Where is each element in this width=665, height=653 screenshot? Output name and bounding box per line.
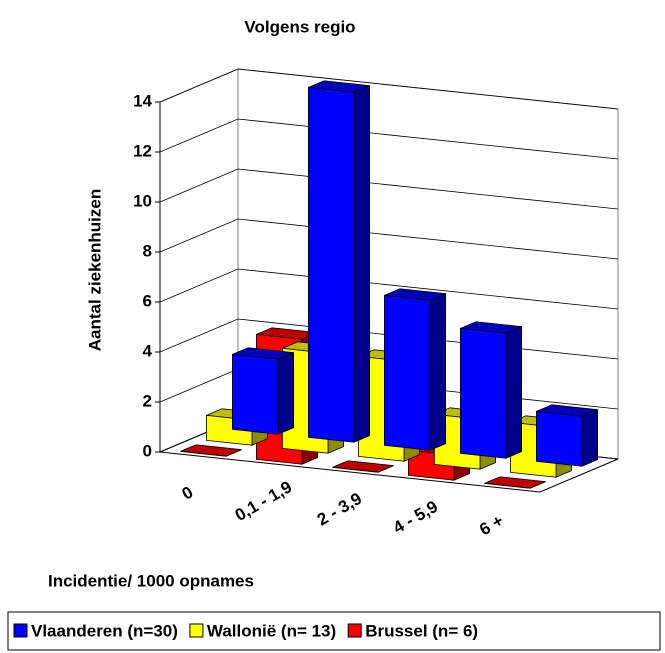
- bar-side: [429, 292, 447, 451]
- y-tick-label: 8: [143, 241, 152, 260]
- bar-side: [277, 351, 295, 435]
- x-tick-label: 2 - 3,9: [314, 489, 365, 530]
- bar: [231, 347, 295, 435]
- x-tick-label: 0,1 - 1,9: [232, 477, 296, 525]
- bar: [383, 288, 447, 451]
- y-tick-label: 0: [143, 441, 152, 460]
- bar-front: [332, 467, 379, 473]
- bar-front: [383, 294, 431, 451]
- bar-side: [581, 408, 598, 467]
- x-tick-label: 4 - 5,9: [390, 497, 441, 538]
- bar-front: [459, 327, 507, 459]
- grid-line: [159, 218, 619, 260]
- legend-label: Vlaanderen (n=30): [31, 621, 178, 640]
- x-tick-label: 0: [179, 483, 197, 504]
- legend-swatch: [189, 623, 204, 638]
- y-axis-title: Aantal ziekenhuizen: [85, 189, 104, 351]
- legend-label: Wallonië (n= 13): [207, 621, 336, 640]
- legend-box: [7, 611, 661, 651]
- bar-front: [307, 86, 355, 443]
- side-wall: [159, 68, 239, 453]
- bar-side: [353, 84, 371, 443]
- bar: [536, 404, 598, 467]
- bar: [332, 460, 394, 473]
- x-tick-label: 6 +: [476, 511, 506, 540]
- y-tick-label: 4: [143, 341, 153, 360]
- bar: [180, 444, 242, 457]
- legend-swatch: [13, 623, 28, 638]
- bar-side: [505, 325, 522, 459]
- y-tick-label: 14: [133, 91, 152, 110]
- bar: [484, 476, 546, 489]
- grid-line: [159, 268, 619, 310]
- bar: [307, 80, 371, 443]
- bar: [459, 321, 522, 459]
- bar-front: [536, 410, 583, 467]
- chart-title: Volgens regio: [244, 17, 355, 36]
- y-tick-label: 12: [133, 141, 152, 160]
- grid-line: [159, 68, 619, 110]
- y-tick-label: 10: [133, 191, 152, 210]
- legend-label: Brussel (n= 6): [365, 621, 478, 640]
- bar-front: [180, 451, 227, 457]
- bar-front: [484, 483, 531, 489]
- bar-front: [231, 353, 279, 435]
- grid-line: [159, 118, 619, 160]
- y-tick-label: 6: [143, 291, 152, 310]
- x-axis-title: Incidentie/ 1000 opnames: [48, 571, 254, 590]
- grid-line: [159, 168, 619, 210]
- legend-swatch: [347, 623, 362, 638]
- y-tick-label: 2: [143, 391, 152, 410]
